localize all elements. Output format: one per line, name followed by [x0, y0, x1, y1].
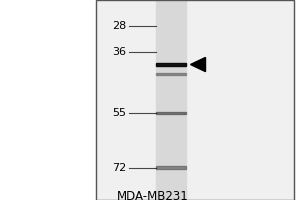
Bar — [156, 112, 186, 114]
Text: 36: 36 — [112, 47, 126, 57]
Polygon shape — [190, 57, 206, 72]
Text: 28: 28 — [112, 21, 126, 31]
Bar — [156, 0, 186, 200]
Text: 55: 55 — [112, 108, 126, 118]
Text: 72: 72 — [112, 163, 126, 173]
Bar — [96, 0, 294, 200]
Bar — [156, 166, 186, 169]
Bar — [96, 0, 294, 200]
Text: MDA-MB231: MDA-MB231 — [117, 190, 189, 200]
Bar — [156, 63, 186, 66]
Bar — [156, 73, 186, 75]
